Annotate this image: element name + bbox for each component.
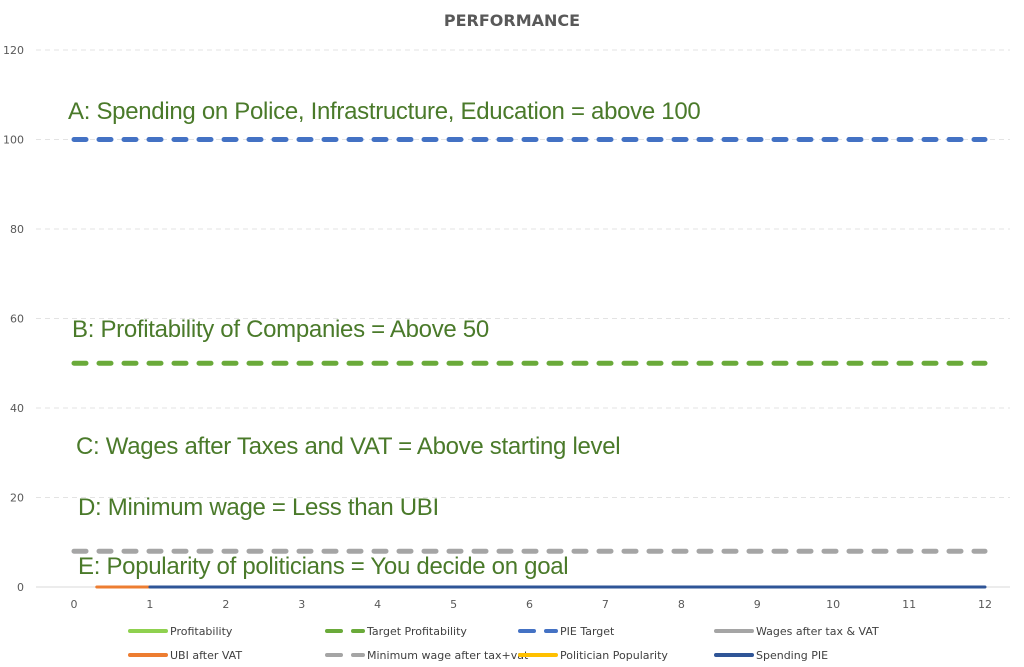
x-tick-label: 2 (222, 598, 229, 611)
y-tick-label: 120 (3, 44, 24, 57)
y-tick-label: 0 (17, 581, 24, 594)
legend-label: PIE Target (560, 625, 615, 638)
legend-label: Politician Popularity (560, 649, 668, 662)
x-tick-label: 11 (902, 598, 916, 611)
y-tick-label: 40 (10, 402, 24, 415)
x-tick-label: 1 (146, 598, 153, 611)
x-tick-label: 3 (298, 598, 305, 611)
y-tick-label: 80 (10, 223, 24, 236)
legend-label: UBI after VAT (170, 649, 242, 662)
y-tick-label: 60 (10, 313, 24, 326)
x-tick-label: 6 (526, 598, 533, 611)
x-tick-label: 5 (450, 598, 457, 611)
x-tick-label: 10 (826, 598, 840, 611)
x-tick-label: 12 (978, 598, 992, 611)
legend-label: Minimum wage after tax+vat (367, 649, 529, 662)
legend-label: Target Profitability (366, 625, 467, 638)
y-tick-label: 100 (3, 134, 24, 147)
legend-label: Profitability (170, 625, 233, 638)
y-tick-label: 20 (10, 492, 24, 505)
x-tick-label: 8 (678, 598, 685, 611)
annotation-a: A: Spending on Police, Infrastructure, E… (68, 98, 701, 125)
annotation-e: E: Popularity of politicians = You decid… (78, 553, 569, 580)
chart-title: PERFORMANCE (444, 11, 580, 30)
x-tick-label: 4 (374, 598, 381, 611)
x-tick-label: 0 (71, 598, 78, 611)
x-tick-label: 9 (754, 598, 761, 611)
annotation-c: C: Wages after Taxes and VAT = Above sta… (76, 433, 621, 460)
x-tick-label: 7 (602, 598, 609, 611)
annotation-b: B: Profitability of Companies = Above 50 (72, 316, 489, 343)
legend-label: Spending PIE (756, 649, 828, 662)
annotation-d: D: Minimum wage = Less than UBI (78, 494, 439, 521)
legend-label: Wages after tax & VAT (756, 625, 879, 638)
